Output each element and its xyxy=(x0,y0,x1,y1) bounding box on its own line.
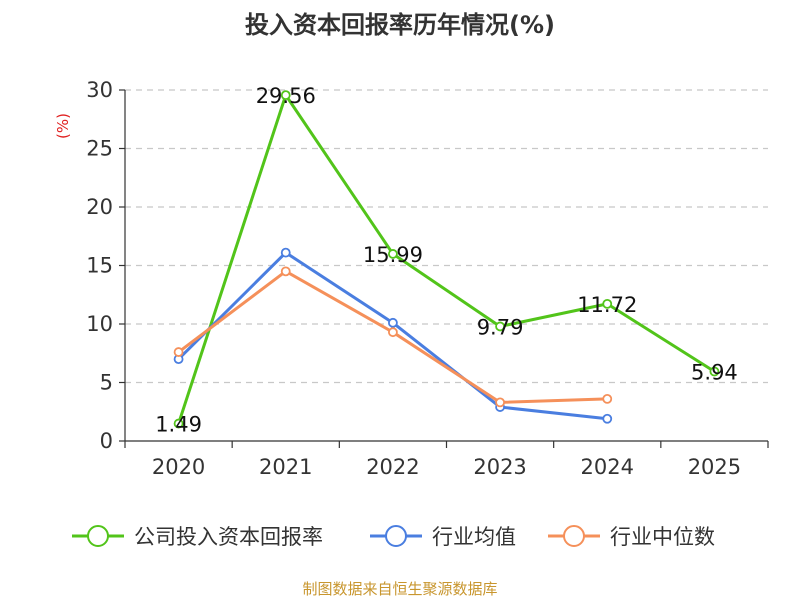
legend-label: 行业中位数 xyxy=(610,525,715,549)
x-tick-label: 2022 xyxy=(366,455,419,479)
series-point-3 xyxy=(280,266,291,277)
y-tick-label: 30 xyxy=(86,78,113,102)
series-point-2 xyxy=(388,317,398,328)
y-tick-label: 5 xyxy=(100,371,113,395)
data-label: 29.56 xyxy=(256,84,316,108)
series-point-2 xyxy=(280,247,291,258)
series-point-1 xyxy=(388,249,398,259)
series-point-1 xyxy=(173,418,184,429)
legend-swatch-marker xyxy=(87,525,109,547)
y-tick-label: 10 xyxy=(86,312,113,336)
legend-label: 公司投入资本回报率 xyxy=(134,525,323,549)
series-point-1 xyxy=(280,90,291,101)
series-point-3 xyxy=(388,327,398,338)
series-point-2 xyxy=(602,413,613,424)
data-label: 9.79 xyxy=(477,315,524,339)
series-line-1 xyxy=(177,93,716,425)
series-point-3 xyxy=(495,397,505,408)
series xyxy=(173,90,720,429)
grid xyxy=(125,89,768,384)
y-tick-label: 25 xyxy=(86,137,113,161)
source-note: 制图数据来自恒生聚源数据库 xyxy=(302,580,497,598)
legend-label: 行业均值 xyxy=(432,525,516,549)
data-label: 11.72 xyxy=(577,293,637,317)
chart-title: 投入资本回报率历年情况(%) xyxy=(245,11,555,39)
series-point-1 xyxy=(602,298,613,309)
legend-swatch-marker xyxy=(563,525,585,547)
x-tick-label: 2025 xyxy=(688,455,741,479)
legend[interactable]: 公司投入资本回报率 行业均值 行业中位数 xyxy=(72,525,715,549)
series-point-3 xyxy=(173,347,184,357)
series-point-1 xyxy=(495,321,505,332)
legend-swatch-marker xyxy=(385,525,407,547)
data-label: 5.94 xyxy=(691,361,738,385)
x-tick-label: 2024 xyxy=(581,455,634,479)
series-point-3 xyxy=(602,393,613,404)
y-tick-label: 0 xyxy=(100,429,113,453)
x-tick-label: 2020 xyxy=(152,455,205,479)
y-tick-label: 15 xyxy=(86,254,113,278)
y-tick-label: 20 xyxy=(86,195,113,219)
data-labels: 1.49 29.56 15.99 9.79 11.72 5.94 xyxy=(155,84,738,436)
x-tick-label: 2023 xyxy=(473,455,526,479)
data-label: 15.99 xyxy=(363,243,423,267)
data-label: 1.49 xyxy=(155,413,202,437)
y-axis-label: (%) xyxy=(54,113,72,139)
x-tick-label: 2021 xyxy=(259,455,312,479)
series-point-1 xyxy=(709,366,720,377)
